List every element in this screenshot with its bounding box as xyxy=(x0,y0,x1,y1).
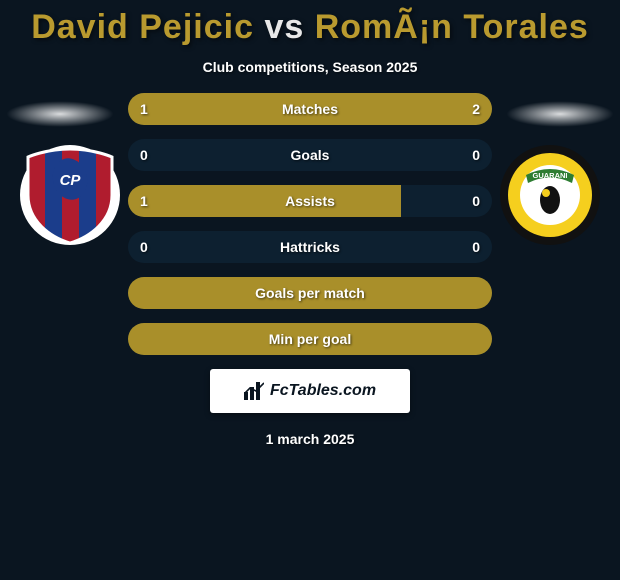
stat-value-right: 0 xyxy=(460,185,492,217)
shadow-ellipse-left xyxy=(6,101,114,127)
stat-value-left: 0 xyxy=(128,231,160,263)
stat-label: Goals xyxy=(128,139,492,171)
player1-name: David Pejicic xyxy=(31,8,254,46)
subtitle: Club competitions, Season 2025 xyxy=(0,59,620,75)
stat-value-left: 1 xyxy=(128,185,160,217)
stat-row: Hattricks0 0 xyxy=(128,231,492,263)
stat-row: Matches1 2 xyxy=(128,93,492,125)
shadow-ellipse-right xyxy=(506,101,614,127)
club-crest-left: CP xyxy=(20,145,120,245)
stat-rows: Matches12Goals00Assists10Hattricks00Goal… xyxy=(128,93,492,355)
date-label: 1 march 2025 xyxy=(0,431,620,447)
player2-name: RomÃ¡n Torales xyxy=(315,8,589,46)
stat-label: Hattricks xyxy=(128,231,492,263)
stat-value-right: 2 xyxy=(460,93,492,125)
stat-label: Goals per match xyxy=(128,277,492,309)
stat-row: Goals per match xyxy=(128,277,492,309)
stat-value-left: 0 xyxy=(128,139,160,171)
watermark-badge: FcTables.com xyxy=(210,369,410,413)
stat-label: Min per goal xyxy=(128,323,492,355)
vs-label: vs xyxy=(264,8,304,46)
stat-label: Matches xyxy=(128,93,492,125)
stat-row: Goals0 0 xyxy=(128,139,492,171)
comparison-title: David Pejicic vs RomÃ¡n Torales xyxy=(0,8,620,47)
stat-label: Assists xyxy=(128,185,492,217)
svg-text:CP: CP xyxy=(60,172,82,189)
stat-value-left: 1 xyxy=(128,93,160,125)
stat-value-right: 0 xyxy=(460,139,492,171)
stat-row: Min per goal xyxy=(128,323,492,355)
watermark-icon xyxy=(244,382,264,400)
watermark-text: FcTables.com xyxy=(270,382,376,400)
stat-row: Assists1 0 xyxy=(128,185,492,217)
svg-text:GUARANI: GUARANI xyxy=(533,171,568,180)
club-crest-right: GUARANI xyxy=(500,145,600,245)
stat-value-right: 0 xyxy=(460,231,492,263)
